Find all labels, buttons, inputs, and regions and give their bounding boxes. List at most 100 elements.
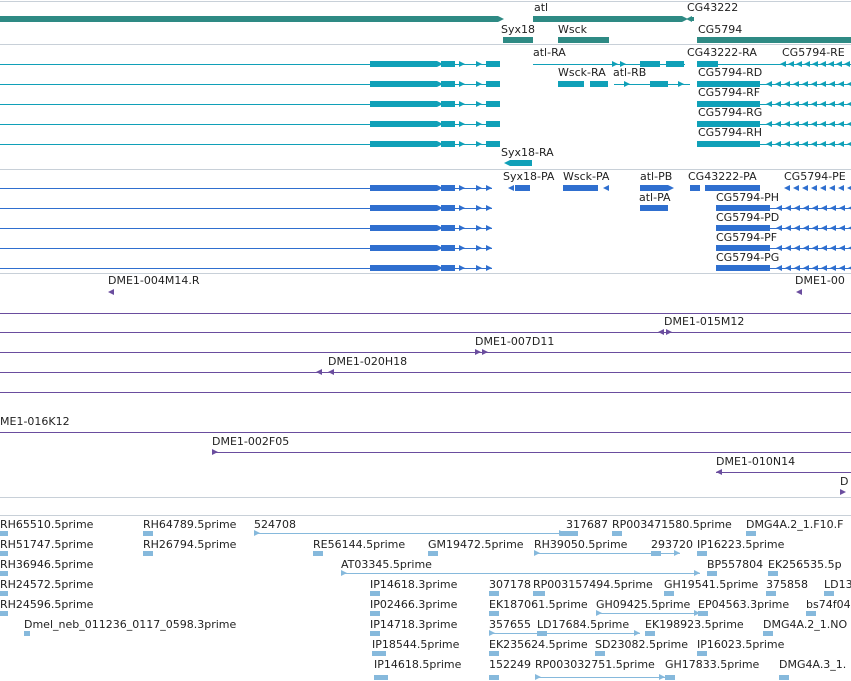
est-block[interactable] bbox=[489, 591, 499, 596]
feature-label[interactable]: CG5794-PF bbox=[716, 231, 778, 244]
feature-label[interactable]: CG5794-RG bbox=[698, 106, 763, 119]
exon-block[interactable] bbox=[690, 185, 700, 191]
feature-label[interactable]: Syx18-RA bbox=[501, 146, 554, 159]
exon-block[interactable] bbox=[441, 61, 455, 67]
feature-label[interactable]: atl-PB bbox=[640, 170, 673, 183]
feature-label[interactable]: Wsck-RA bbox=[558, 66, 606, 79]
feature-label[interactable]: IP02466.3prime bbox=[370, 598, 458, 611]
feature-label[interactable]: RH24596.5prime bbox=[0, 598, 94, 611]
exon-block[interactable] bbox=[697, 141, 760, 147]
feature-label[interactable]: IP16223.5prime bbox=[697, 538, 785, 551]
exon-block[interactable] bbox=[697, 81, 760, 87]
est-block[interactable] bbox=[0, 571, 8, 576]
est-block[interactable] bbox=[372, 651, 386, 656]
feature-label[interactable]: RP003471580.5prime bbox=[612, 518, 732, 531]
est-block[interactable] bbox=[370, 611, 380, 616]
feature-label[interactable]: CG5794-RH bbox=[698, 126, 763, 139]
feature-label[interactable]: EK198923.5prime bbox=[645, 618, 744, 631]
exon-block[interactable] bbox=[716, 265, 770, 271]
exon-block[interactable] bbox=[370, 141, 437, 147]
cds-block[interactable] bbox=[441, 185, 455, 191]
feature-label[interactable]: 375858 bbox=[766, 578, 808, 591]
feature-label[interactable]: GH17833.5prime bbox=[665, 658, 760, 671]
cds-block[interactable] bbox=[370, 205, 437, 211]
feature-label[interactable]: EK235624.5prime bbox=[489, 638, 588, 651]
exon-block[interactable] bbox=[441, 81, 455, 87]
feature-label[interactable]: ME1-016K12 bbox=[0, 415, 70, 428]
feature-label[interactable]: IP16023.5prime bbox=[697, 638, 785, 651]
est-block[interactable] bbox=[560, 531, 578, 536]
est-block[interactable] bbox=[595, 651, 605, 656]
feature-label[interactable]: CG43222-RA bbox=[687, 46, 757, 59]
est-block[interactable] bbox=[489, 651, 499, 656]
feature-label[interactable]: CG5794-PD bbox=[716, 211, 780, 224]
exon-block[interactable] bbox=[666, 61, 684, 67]
exon-block[interactable] bbox=[640, 61, 660, 67]
feature-label[interactable]: EP04563.3prime bbox=[698, 598, 790, 611]
feature-label[interactable]: DME1-020H18 bbox=[328, 355, 408, 368]
cds-block[interactable] bbox=[370, 185, 437, 191]
feature-label[interactable]: CG5794-PH bbox=[716, 191, 780, 204]
exon-block[interactable] bbox=[441, 121, 455, 127]
gene-block[interactable] bbox=[533, 16, 682, 22]
est-block[interactable] bbox=[143, 531, 153, 536]
exon-block[interactable] bbox=[640, 205, 668, 211]
feature-label[interactable]: D bbox=[840, 475, 849, 488]
feature-label[interactable]: atl-RA bbox=[533, 46, 566, 59]
cds-block[interactable] bbox=[441, 245, 455, 251]
est-block[interactable] bbox=[0, 591, 8, 596]
gene-block[interactable] bbox=[692, 17, 694, 21]
feature-label[interactable]: Wsck bbox=[558, 23, 588, 36]
feature-label[interactable]: RH51747.5prime bbox=[0, 538, 94, 551]
est-block[interactable] bbox=[766, 591, 776, 596]
est-block[interactable] bbox=[697, 551, 707, 556]
feature-label[interactable]: LD13 bbox=[824, 578, 851, 591]
est-block[interactable] bbox=[0, 531, 8, 536]
feature-label[interactable]: IP14718.3prime bbox=[370, 618, 458, 631]
feature-label[interactable]: 307178 bbox=[489, 578, 531, 591]
feature-label[interactable]: EK256535.5p bbox=[768, 558, 842, 571]
exon-block[interactable] bbox=[563, 185, 598, 191]
est-block[interactable] bbox=[806, 611, 816, 616]
feature-label[interactable]: bs74f04 bbox=[806, 598, 851, 611]
est-block[interactable] bbox=[746, 531, 756, 536]
feature-label[interactable]: RH64789.5prime bbox=[143, 518, 237, 531]
feature-label[interactable]: CG5794-RD bbox=[698, 66, 763, 79]
feature-label[interactable]: RP003032751.5prime bbox=[535, 658, 655, 671]
feature-label[interactable]: atl bbox=[534, 1, 549, 14]
feature-label[interactable]: DME1-007D11 bbox=[475, 335, 555, 348]
feature-label[interactable]: IP14618.5prime bbox=[374, 658, 462, 671]
exon-block[interactable] bbox=[486, 121, 500, 127]
feature-label[interactable]: Syx18-PA bbox=[503, 170, 555, 183]
feature-label[interactable]: GH19541.5prime bbox=[664, 578, 759, 591]
est-block[interactable] bbox=[645, 631, 655, 636]
exon-block[interactable] bbox=[370, 61, 437, 67]
exon-block[interactable] bbox=[650, 81, 668, 87]
exon-block[interactable] bbox=[486, 141, 500, 147]
feature-label[interactable]: 524708 bbox=[254, 518, 296, 531]
feature-label[interactable]: DMG4A.3_1. bbox=[779, 658, 847, 671]
feature-label[interactable]: GM19472.5prime bbox=[428, 538, 524, 551]
feature-label[interactable]: 357655 bbox=[489, 618, 531, 631]
feature-label[interactable]: Wsck-PA bbox=[563, 170, 610, 183]
feature-label[interactable]: atl-PA bbox=[639, 191, 671, 204]
cds-block[interactable] bbox=[441, 225, 455, 231]
est-block[interactable] bbox=[313, 551, 323, 556]
est-block[interactable] bbox=[370, 631, 380, 636]
feature-label[interactable]: DME1-00 bbox=[795, 274, 845, 287]
est-block[interactable] bbox=[143, 551, 153, 556]
est-block[interactable] bbox=[664, 591, 674, 596]
exon-block[interactable] bbox=[590, 81, 608, 87]
cds-block[interactable] bbox=[441, 265, 455, 271]
feature-label[interactable]: 293720 bbox=[651, 538, 693, 551]
gene-block[interactable] bbox=[697, 37, 851, 43]
feature-label[interactable]: AT03345.5prime bbox=[341, 558, 432, 571]
feature-label[interactable]: Syx18 bbox=[501, 23, 535, 36]
exon-block[interactable] bbox=[486, 61, 500, 67]
feature-label[interactable]: DME1-004M14.R bbox=[108, 274, 200, 287]
feature-label[interactable]: GH09425.5prime bbox=[596, 598, 691, 611]
feature-label[interactable]: RP003157494.5prime bbox=[533, 578, 653, 591]
feature-label[interactable]: CG43222 bbox=[687, 1, 739, 14]
est-block[interactable] bbox=[651, 551, 661, 556]
feature-label[interactable]: EK187061.5prime bbox=[489, 598, 588, 611]
